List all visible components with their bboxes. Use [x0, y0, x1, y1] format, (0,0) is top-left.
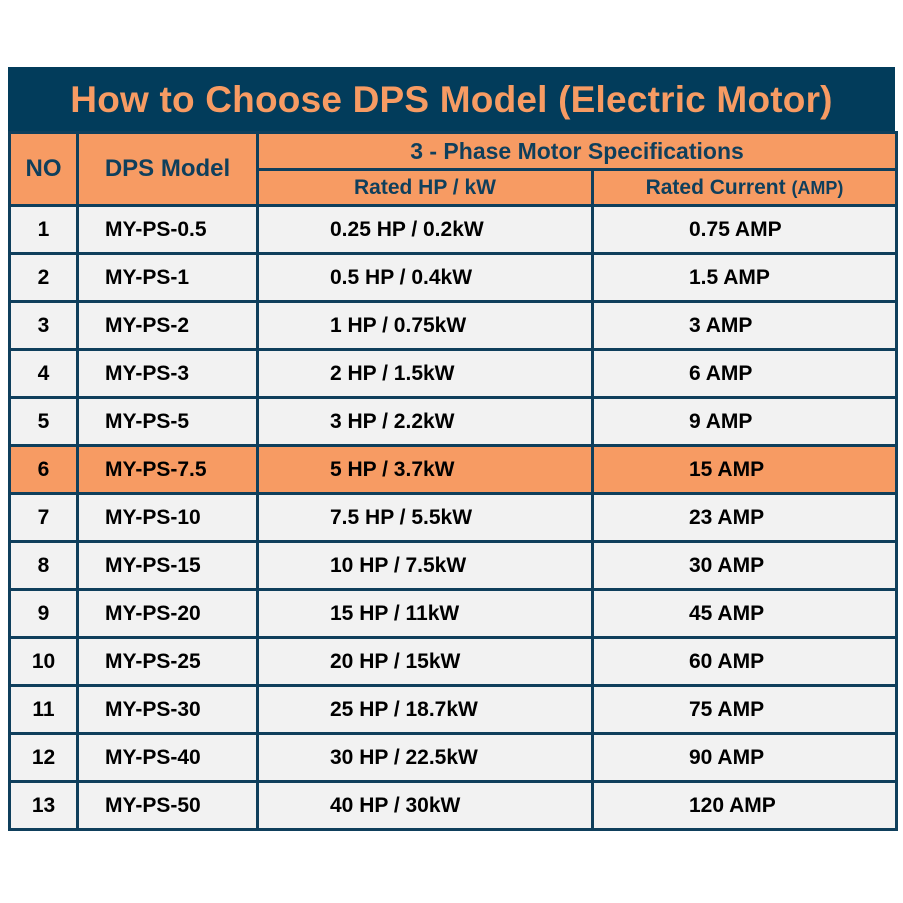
cell-hp: 40 HP / 30kW — [256, 780, 594, 831]
cell-hp: 1 HP / 0.75kW — [256, 300, 594, 351]
header-current-label: Rated Current — [645, 175, 786, 199]
cell-hp: 25 HP / 18.7kW — [256, 684, 594, 735]
table-row: 13 MY-PS-50 40 HP / 30kW 120 AMP — [8, 780, 898, 831]
cell-hp: 5 HP / 3.7kW — [256, 444, 594, 495]
cell-no: 4 — [8, 348, 79, 399]
cell-no: 8 — [8, 540, 79, 591]
table-row: 1 MY-PS-0.5 0.25 HP / 0.2kW 0.75 AMP — [8, 204, 898, 255]
cell-no: 9 — [8, 588, 79, 639]
cell-hp: 15 HP / 11kW — [256, 588, 594, 639]
cell-no: 1 — [8, 204, 79, 255]
cell-model: MY-PS-2 — [76, 300, 259, 351]
table-row: 3 MY-PS-2 1 HP / 0.75kW 3 AMP — [8, 300, 898, 351]
table-row: 5 MY-PS-5 3 HP / 2.2kW 9 AMP — [8, 396, 898, 447]
cell-model: MY-PS-25 — [76, 636, 259, 687]
cell-hp: 0.25 HP / 0.2kW — [256, 204, 594, 255]
cell-no: 13 — [8, 780, 79, 831]
header-hp: Rated HP / kW — [256, 168, 594, 207]
table-row: 7 MY-PS-10 7.5 HP / 5.5kW 23 AMP — [8, 492, 898, 543]
cell-current: 120 AMP — [591, 780, 898, 831]
cell-hp: 0.5 HP / 0.4kW — [256, 252, 594, 303]
cell-current: 45 AMP — [591, 588, 898, 639]
dps-model-table: NO DPS Model 3 - Phase Motor Specificati… — [8, 131, 898, 831]
header-current: Rated Current (AMP) — [591, 168, 898, 207]
cell-current: 23 AMP — [591, 492, 898, 543]
table-row: 6 MY-PS-7.5 5 HP / 3.7kW 15 AMP — [8, 444, 898, 495]
dps-model-table-container: How to Choose DPS Model (Electric Motor)… — [8, 67, 898, 831]
cell-no: 2 — [8, 252, 79, 303]
header-model: DPS Model — [76, 131, 259, 207]
cell-current: 3 AMP — [591, 300, 898, 351]
cell-model: MY-PS-50 — [76, 780, 259, 831]
table-row: 10 MY-PS-25 20 HP / 15kW 60 AMP — [8, 636, 898, 687]
cell-model: MY-PS-3 — [76, 348, 259, 399]
table-title: How to Choose DPS Model (Electric Motor) — [8, 67, 895, 131]
header-no: NO — [8, 131, 79, 207]
cell-current: 75 AMP — [591, 684, 898, 735]
table-row: 8 MY-PS-15 10 HP / 7.5kW 30 AMP — [8, 540, 898, 591]
table-row: 4 MY-PS-3 2 HP / 1.5kW 6 AMP — [8, 348, 898, 399]
cell-current: 9 AMP — [591, 396, 898, 447]
cell-current: 15 AMP — [591, 444, 898, 495]
cell-hp: 10 HP / 7.5kW — [256, 540, 594, 591]
cell-no: 12 — [8, 732, 79, 783]
cell-current: 6 AMP — [591, 348, 898, 399]
cell-hp: 2 HP / 1.5kW — [256, 348, 594, 399]
cell-model: MY-PS-15 — [76, 540, 259, 591]
cell-current: 0.75 AMP — [591, 204, 898, 255]
table-row: 12 MY-PS-40 30 HP / 22.5kW 90 AMP — [8, 732, 898, 783]
cell-no: 6 — [8, 444, 79, 495]
cell-model: MY-PS-5 — [76, 396, 259, 447]
cell-hp: 20 HP / 15kW — [256, 636, 594, 687]
cell-current: 60 AMP — [591, 636, 898, 687]
cell-current: 30 AMP — [591, 540, 898, 591]
header-current-unit: (AMP) — [791, 177, 844, 198]
table-row: 9 MY-PS-20 15 HP / 11kW 45 AMP — [8, 588, 898, 639]
header-group: 3 - Phase Motor Specifications — [256, 131, 898, 171]
cell-no: 11 — [8, 684, 79, 735]
cell-current: 90 AMP — [591, 732, 898, 783]
cell-current: 1.5 AMP — [591, 252, 898, 303]
cell-no: 5 — [8, 396, 79, 447]
cell-no: 10 — [8, 636, 79, 687]
cell-model: MY-PS-10 — [76, 492, 259, 543]
cell-model: MY-PS-40 — [76, 732, 259, 783]
cell-model: MY-PS-7.5 — [76, 444, 259, 495]
table-row: 11 MY-PS-30 25 HP / 18.7kW 75 AMP — [8, 684, 898, 735]
cell-hp: 30 HP / 22.5kW — [256, 732, 594, 783]
cell-hp: 3 HP / 2.2kW — [256, 396, 594, 447]
table-row: 2 MY-PS-1 0.5 HP / 0.4kW 1.5 AMP — [8, 252, 898, 303]
cell-model: MY-PS-1 — [76, 252, 259, 303]
cell-model: MY-PS-20 — [76, 588, 259, 639]
cell-model: MY-PS-30 — [76, 684, 259, 735]
cell-no: 7 — [8, 492, 79, 543]
cell-model: MY-PS-0.5 — [76, 204, 259, 255]
cell-no: 3 — [8, 300, 79, 351]
cell-hp: 7.5 HP / 5.5kW — [256, 492, 594, 543]
